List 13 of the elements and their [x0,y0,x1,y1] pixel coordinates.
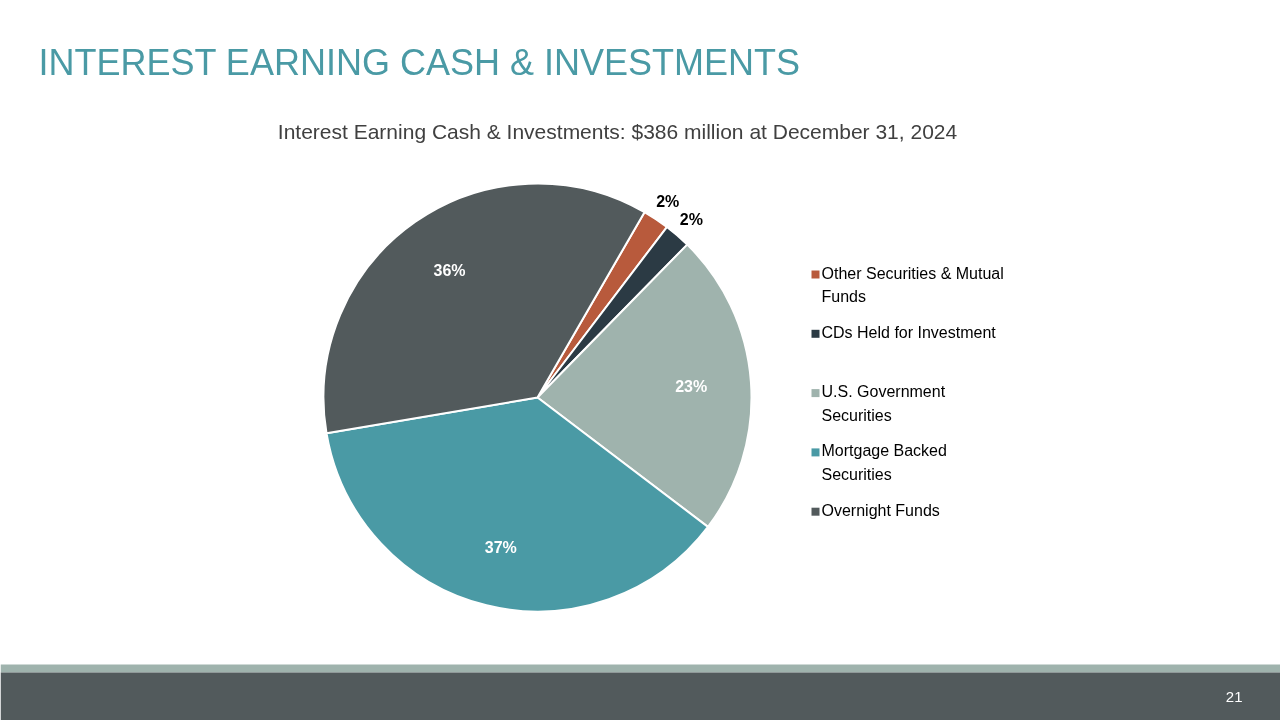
data-label: 37% [484,538,517,556]
legend-label: Overnight Funds [821,501,940,519]
legend-label: Mortgage Backed Securities [821,442,947,484]
legend-label: U.S. Government Securities [821,383,946,424]
data-label: 2% [679,210,703,228]
chart-subtitle: Interest Earning Cash & Investments: $386 million at December 31, 2024 [277,120,958,143]
legend-label: Other Securities & Mutual Funds [821,264,1004,306]
data-label: 23% [675,377,708,395]
data-label: 2% [656,192,680,210]
legend-label: CDs Held for Investment [821,323,997,341]
chart-title: INTEREST EARNING CASH & INVESTMENTS [38,42,800,83]
text: 21 [1225,687,1243,705]
data-label: 36% [433,262,466,280]
